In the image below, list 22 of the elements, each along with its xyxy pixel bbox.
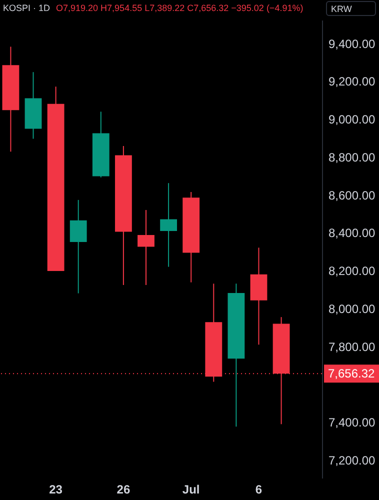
candlestick [160,182,178,268]
x-tick-label: 6 [255,482,262,496]
candlestick [138,209,154,286]
y-tick-label: 9,400.00 [328,36,376,51]
y-tick-label: 7,400.00 [328,416,376,430]
y-tick-label: 8,000.00 [328,302,376,316]
text: KRW [326,1,376,16]
y-tick-label: 7,200.00 [328,454,376,468]
x-tick-label: 26 [116,482,130,496]
y-tick-label: 8,400.00 [328,226,376,240]
text: O7,919.20 H7,954.55 L7,389.22 C7,656.32 −395.02 (−4.91%) [56,3,304,13]
y-tick-label: 8,800.00 [328,150,376,164]
x-tick-label: Jul [182,482,200,496]
y-tick-label: 9,200.00 [328,74,376,89]
y-tick-label: 8,200.00 [328,264,376,278]
chart-title: KOSPI · 1D [3,3,50,13]
ref-line-label: 7,656.32 [328,366,376,381]
candlestick [70,199,87,294]
x-tick-label: 23 [49,482,63,496]
y-tick-label: 9,000.00 [328,112,376,127]
y-tick-label: 8,600.00 [328,188,376,202]
y-tick-label: 7,800.00 [328,340,376,354]
